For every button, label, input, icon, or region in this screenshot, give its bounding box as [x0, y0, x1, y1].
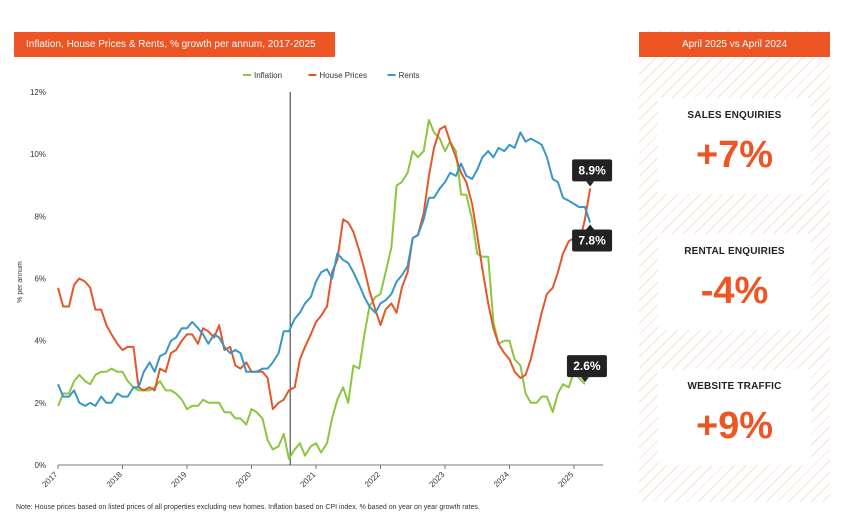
x-tick-label: 2025: [556, 470, 575, 489]
stats-header: April 2025 vs April 2024: [639, 32, 830, 57]
y-tick-label: 12%: [30, 88, 46, 97]
callout-pointer: [586, 224, 595, 230]
x-tick-label: 2022: [363, 470, 382, 489]
x-tick-label: 2024: [492, 470, 511, 489]
y-tick-label: 2%: [34, 399, 46, 408]
callout-house-prices: 8.9%: [572, 159, 613, 187]
footnote: Note: House prices based on listed price…: [16, 504, 480, 511]
callout-value: 2.6%: [573, 359, 601, 373]
sales-enquiries-card: SALES ENQUIRIES +7%: [658, 98, 811, 194]
callout-rents: 7.8%: [572, 224, 613, 252]
series-line-inflation: [57, 119, 586, 460]
legend-label: House Prices: [319, 71, 367, 80]
y-tick-label: 4%: [34, 337, 46, 346]
website-traffic-value: +9%: [695, 405, 774, 447]
chart-panel: [14, 14, 630, 502]
y-axis-label: % per annum: [17, 261, 24, 303]
callout-box: [572, 159, 613, 182]
y-axis-ticks: 0% 2% 4% 6% 8% 10% 12% 2017 2018 2019 2020 2021 2022…: [30, 88, 603, 489]
y-tick-label: 6%: [34, 275, 46, 284]
sales-enquiries-value: +7%: [695, 134, 774, 176]
callout-value: 8.9%: [578, 163, 606, 177]
callout-inflation: 2.6%: [566, 355, 607, 383]
callout-box: [572, 229, 613, 252]
legend-label: Inflation: [254, 71, 282, 80]
chart-title: Inflation, House Prices & Rents, % growt…: [14, 32, 335, 57]
callout-pointer: [580, 377, 589, 383]
stats-panel: April 2025 vs April 2024 SALES ENQUIRIES…: [639, 30, 830, 502]
rental-enquiries-value: -4%: [700, 270, 769, 312]
x-tick-label: 2020: [234, 470, 253, 489]
y-tick-label: 10%: [30, 150, 46, 159]
y-tick-label: 0%: [34, 461, 46, 470]
rental-enquiries-card: RENTAL ENQUIRIES -4%: [658, 234, 811, 330]
callout-value: 7.8%: [578, 234, 606, 248]
series-line-house-prices: [57, 125, 592, 411]
sales-enquiries-label: SALES ENQUIRIES: [687, 110, 782, 121]
x-tick-label: 2023: [427, 470, 446, 489]
x-tick-label: 2019: [169, 470, 188, 489]
series-lines: [57, 119, 592, 460]
x-tick-label: 2018: [105, 470, 124, 489]
x-tick-label: 2021: [298, 470, 317, 489]
x-tick-label: 2017: [40, 470, 59, 489]
legend-label: Rents: [399, 71, 420, 80]
callout-box: [566, 355, 607, 378]
callouts: 8.9% 7.8% 2.6%: [566, 159, 613, 383]
website-traffic-label: WEBSITE TRAFFIC: [687, 381, 782, 392]
rental-enquiries-label: RENTAL ENQUIRIES: [684, 246, 785, 257]
legend: Inflation House Prices Rents: [243, 71, 420, 80]
y-tick-label: 8%: [34, 212, 46, 221]
website-traffic-card: WEBSITE TRAFFIC +9%: [658, 369, 811, 465]
series-line-rents: [57, 131, 592, 407]
callout-pointer: [586, 181, 595, 187]
